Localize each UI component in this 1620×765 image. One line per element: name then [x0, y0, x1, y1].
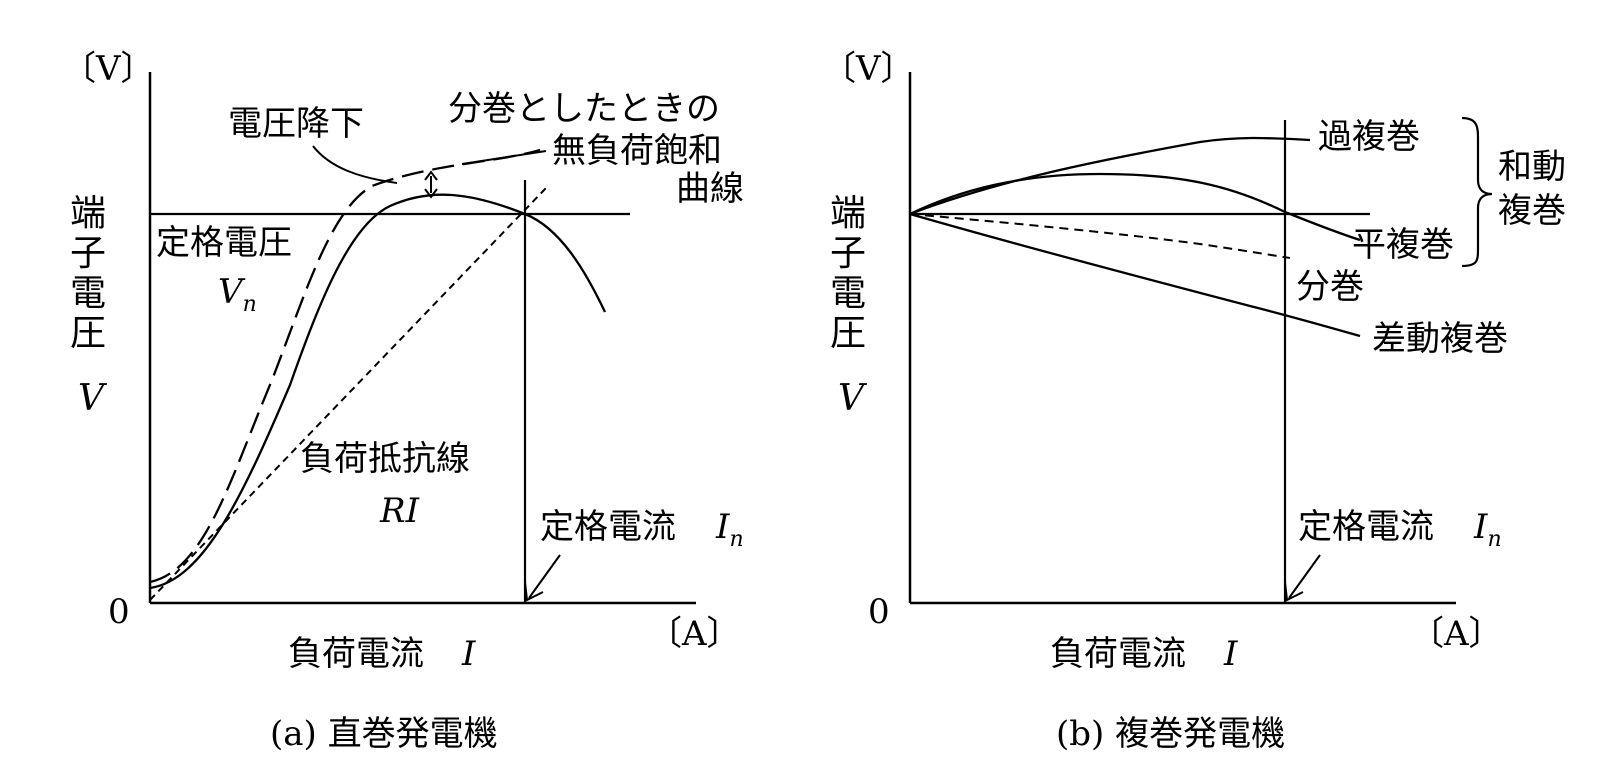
panel-a-y-symbol: V — [78, 378, 108, 419]
panel-a-rated-current-subscript: n — [729, 527, 743, 552]
panel-b-y-symbol: V — [838, 378, 868, 419]
panel-a-x-label: 負荷電流 — [288, 634, 424, 674]
panel-a-y-label-1: 端 — [70, 193, 106, 234]
panel-b-cumulative-label-line2: 複巻 — [1498, 191, 1566, 231]
panel-a-series-characteristic-curve — [149, 193, 607, 590]
panel-b-y-unit: 〔V〕 — [822, 49, 915, 89]
panel-a-shunt-note-line2: 無負荷飽和 — [552, 131, 722, 171]
panel-a-voltage-drop-arrowhead-up — [424, 170, 438, 181]
panel-a-voltage-drop-leader — [312, 145, 398, 184]
panel-b-shunt-curve — [909, 213, 1291, 259]
panel-b-y-label-3: 電 — [830, 273, 866, 314]
panel-b-y-label-4: 圧 — [830, 313, 866, 354]
panel-a-voltage-drop-label: 電圧降下 — [228, 104, 364, 144]
panel-b-rated-current-arrow — [1288, 554, 1321, 599]
panel-a-rated-current-arrowhead — [524, 581, 544, 602]
panel-b-x-symbol: I — [1223, 634, 1238, 674]
panel-a-shunt-saturation-curve — [149, 148, 541, 584]
panel-b-over-compound-label: 過複巻 — [1318, 117, 1420, 157]
panel-a-rated-current-arrow — [528, 554, 561, 599]
panel-a-x-symbol: I — [461, 634, 476, 674]
panel-a-y-label-2: 子 — [70, 233, 106, 274]
panel-b-caption: (b) 複巻発電機 — [1056, 714, 1285, 754]
panel-b: 〔V〕 〔A〕 0 端 子 電 圧 V 負荷電流 I 過複巻 平複巻 和動 複巻… — [822, 49, 1566, 754]
panel-a-load-line-symbol: RI — [379, 491, 420, 531]
panel-b-y-label-1: 端 — [830, 193, 866, 234]
panel-b-flat-compound-curve — [909, 172, 1361, 242]
panel-a-rated-voltage-symbol: Vn — [218, 272, 257, 317]
panel-b-x-unit: 〔A〕 — [1410, 614, 1503, 654]
panel-b-rated-current-symbol: In — [1473, 507, 1502, 552]
panel-a-shunt-note-line3: 曲線 — [676, 169, 744, 209]
panel-b-over-compound-curve — [909, 136, 1311, 216]
panel-a-origin: 0 — [108, 592, 130, 632]
panel-a: 〔V〕 〔A〕 0 端 子 電 圧 V 負荷電流 I 電圧降下 分巻としたときの… — [62, 49, 744, 754]
panel-b-rated-current-arrowhead — [1284, 581, 1304, 602]
panel-b-rated-current-label: 定格電流 — [1298, 507, 1434, 547]
panel-a-y-unit: 〔V〕 — [62, 49, 155, 89]
panel-b-cumulative-brace — [1461, 116, 1493, 268]
panel-b-rated-current-subscript: n — [1487, 527, 1501, 552]
panel-b-flat-compound-label: 平複巻 — [1352, 225, 1454, 265]
panel-a-rated-voltage-label: 定格電圧 — [156, 223, 292, 263]
panel-a-caption: (a) 直巻発電機 — [270, 714, 498, 754]
panel-b-differential-label: 差動複巻 — [1372, 319, 1508, 359]
panel-a-y-label-4: 圧 — [70, 313, 106, 354]
panel-b-differential-compound-curve — [909, 212, 1361, 338]
panel-a-y-label-3: 電 — [70, 273, 106, 314]
panel-a-shunt-note-line1: 分巻としたときの — [448, 89, 720, 129]
panel-b-origin: 0 — [868, 592, 890, 632]
panel-a-load-line-label: 負荷抵抗線 — [300, 439, 470, 479]
panel-b-y-label-2: 子 — [830, 233, 866, 274]
panel-b-x-label: 負荷電流 — [1050, 634, 1186, 674]
panel-a-rated-current-symbol: In — [715, 507, 744, 552]
panel-a-rated-current-label: 定格電流 — [540, 507, 676, 547]
panel-a-rated-voltage-subscript: n — [243, 292, 257, 317]
panel-a-shunt-note-leader — [461, 150, 547, 165]
panel-a-x-unit: 〔A〕 — [648, 614, 741, 654]
panel-b-cumulative-label-line1: 和動 — [1498, 147, 1566, 187]
panel-a-voltage-drop-arrowhead-down — [424, 188, 438, 199]
panel-b-shunt-label: 分巻 — [1296, 267, 1364, 307]
